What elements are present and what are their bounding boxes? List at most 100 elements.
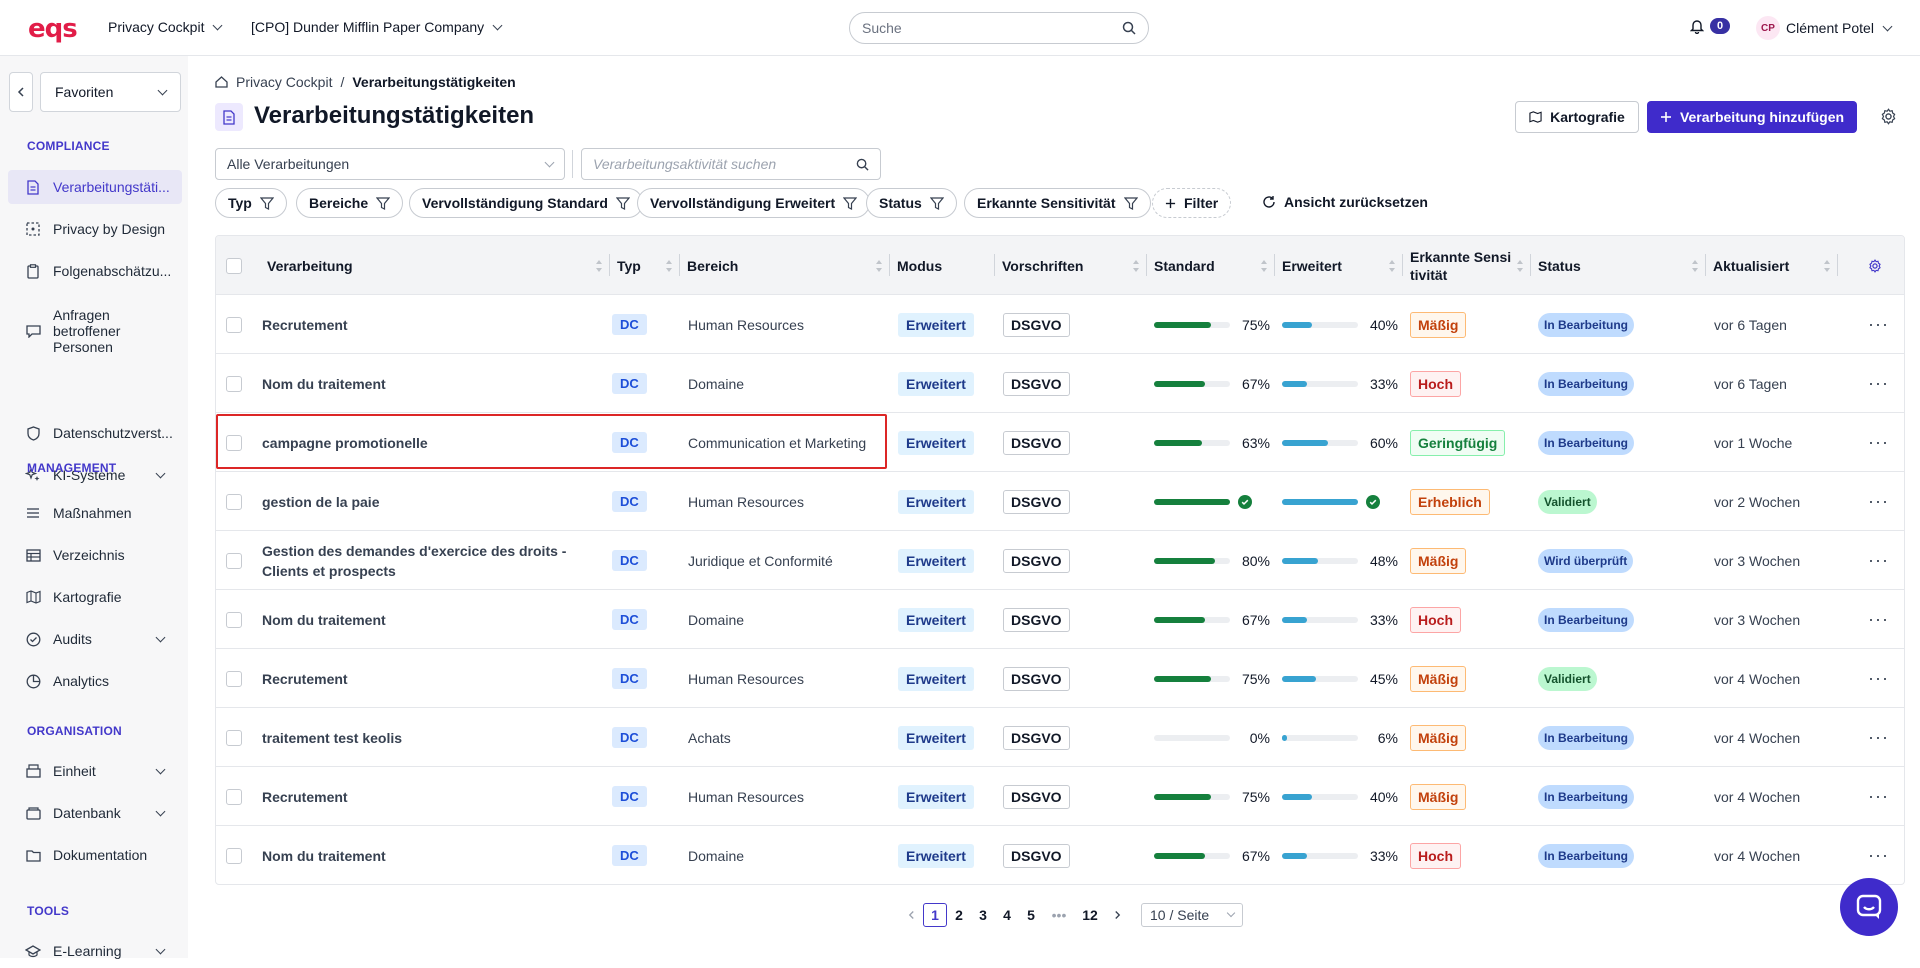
row-checkbox[interactable] [226,434,242,451]
table-row[interactable]: campagne promotionelle DC Communication … [216,413,1904,472]
column-header[interactable]: Bereich [680,236,890,295]
table-row[interactable]: Nom du traitement DC Domaine Erweitert D… [216,590,1904,649]
notifications-button[interactable]: 0 [1690,18,1731,34]
column-header[interactable]: Erkannte Sensi tivität [1403,236,1531,295]
workspace-dropdown[interactable]: Privacy Cockpit [108,19,223,35]
table-row[interactable]: Recrutement DC Human Resources Erweitert… [216,295,1904,354]
page-button[interactable]: 3 [979,907,987,923]
filter-chip[interactable]: Bereiche [296,188,404,218]
row-actions-cell: ··· [1868,413,1898,472]
more-actions-icon[interactable]: ··· [1868,668,1889,688]
user-menu[interactable]: CP Clément Potel [1756,16,1893,40]
more-actions-icon[interactable]: ··· [1868,550,1889,570]
page-button[interactable]: 4 [1003,907,1011,923]
kartografie-button[interactable]: Kartografie [1515,101,1639,133]
column-header[interactable]: Erweitert [1275,236,1403,295]
processing-name[interactable]: Nom du traitement [262,611,386,628]
filter-chip-label: Vervollständigung Erweitert [650,195,836,211]
breadcrumb-root[interactable]: Privacy Cockpit [236,74,333,90]
favorites-dropdown[interactable]: Favoriten [40,72,181,112]
table-row[interactable]: Recrutement DC Human Resources Erweitert… [216,767,1904,826]
filter-chip[interactable]: Erkannte Sensitivität [964,188,1151,218]
reset-view-button[interactable]: Ansicht zurücksetzen [1262,194,1428,210]
type-badge: DC [612,373,647,394]
column-header[interactable]: Modus [890,236,995,295]
column-header[interactable]: Vorschriften [995,236,1147,295]
app-logo[interactable]: eqs [28,14,78,44]
sidebar-item-verarbeitungstaetigkeiten[interactable]: Verarbeitungstäti... [8,170,182,204]
page-button[interactable]: 2 [955,907,963,923]
column-settings-button[interactable] [1868,236,1898,295]
prev-page-button[interactable] [899,903,923,927]
sidebar-item-privacy-by-design[interactable]: Privacy by Design [8,212,182,246]
mode-badge: Erweitert [898,548,974,573]
next-page-button[interactable] [1105,903,1129,927]
updated-cell: vor 2 Wochen [1714,472,1844,531]
more-actions-icon[interactable]: ··· [1868,432,1889,452]
table-row[interactable]: traitement test keolis DC Achats Erweite… [216,708,1904,767]
sidebar-item-label: Folgenabschätzu... [53,263,172,279]
filter-chip[interactable]: Status [866,188,957,218]
processing-name[interactable]: Nom du traitement [262,847,386,864]
page-settings-button[interactable] [1880,108,1897,128]
row-checkbox[interactable] [226,670,242,687]
processing-name[interactable]: Nom du traitement [262,375,386,392]
processing-name[interactable]: campagne promotionelle [262,434,428,451]
more-actions-icon[interactable]: ··· [1868,609,1889,629]
row-checkbox[interactable] [226,375,242,392]
column-header[interactable]: Standard [1147,236,1275,295]
sidebar-item-folgenabschaetzung[interactable]: Folgenabschätzu... [8,254,182,288]
select-all-checkbox[interactable] [226,257,242,274]
processing-name[interactable]: gestion de la paie [262,493,380,510]
more-actions-icon[interactable]: ··· [1868,373,1889,393]
row-checkbox[interactable] [226,611,242,628]
pagination-ellipsis[interactable]: ••• [1051,907,1067,923]
row-checkbox[interactable] [226,552,242,569]
filter-chip[interactable]: Vervollständigung Standard [409,188,643,218]
more-actions-icon[interactable]: ··· [1868,491,1889,511]
table-row[interactable]: Gestion des demandes d'exercice des droi… [216,531,1904,590]
processing-name[interactable]: Recrutement [262,316,348,333]
column-header[interactable]: Aktualisiert [1706,236,1838,295]
column-header[interactable]: Status [1531,236,1706,295]
company-dropdown[interactable]: [CPO] Dunder Mifflin Paper Company [251,19,503,35]
sensitivity-cell: Geringfügig [1410,413,1530,472]
sidebar-item-datenschutzverstoesse[interactable]: Datenschutzverst... [8,416,182,450]
page-button[interactable]: 5 [1027,907,1035,923]
page-size-select[interactable]: 10 / Seite [1141,903,1243,927]
table-row[interactable]: Nom du traitement DC Domaine Erweitert D… [216,354,1904,413]
page-button-last[interactable]: 12 [1082,907,1098,923]
filter-chip[interactable]: Vervollständigung Erweitert [637,188,871,218]
more-actions-icon[interactable]: ··· [1868,314,1889,334]
column-header-label: Status [1538,257,1581,274]
add-filter-button[interactable]: Filter [1152,188,1232,218]
sidebar-item-anfragen[interactable]: Anfragen betroffener Personen [8,298,182,364]
processing-scope-select[interactable]: Alle Verarbeitungen [215,148,565,180]
table-row[interactable]: Recrutement DC Human Resources Erweitert… [216,649,1904,708]
filter-chip[interactable]: Typ [215,188,287,218]
global-search-input[interactable]: Suche [849,12,1149,44]
area-label: Domaine [688,611,745,628]
support-chat-button[interactable] [1840,878,1898,936]
sidebar-item-ki-systeme[interactable]: KI-Systeme [8,458,182,492]
processing-name[interactable]: Recrutement [262,788,348,805]
row-checkbox[interactable] [226,788,242,805]
more-actions-icon[interactable]: ··· [1868,845,1889,865]
row-checkbox[interactable] [226,493,242,510]
more-actions-icon[interactable]: ··· [1868,727,1889,747]
processing-name[interactable]: Recrutement [262,670,348,687]
column-header[interactable]: Typ [610,236,680,295]
processing-name[interactable]: traitement test keolis [262,729,403,746]
table-row[interactable]: gestion de la paie DC Human Resources Er… [216,472,1904,531]
row-checkbox[interactable] [226,316,242,333]
processing-name[interactable]: Gestion des demandes d'exercice des droi… [262,542,567,579]
table-row[interactable]: Nom du traitement DC Domaine Erweitert D… [216,826,1904,884]
more-actions-icon[interactable]: ··· [1868,786,1889,806]
add-processing-button[interactable]: Verarbeitung hinzufügen [1647,101,1857,133]
processing-search-input[interactable]: Verarbeitungsaktivität suchen [581,148,881,180]
sidebar-collapse-button[interactable] [9,72,33,112]
column-header[interactable]: Verarbeitung [260,236,610,295]
row-checkbox[interactable] [226,729,242,746]
page-button[interactable]: 1 [923,903,947,927]
row-checkbox[interactable] [226,847,242,864]
